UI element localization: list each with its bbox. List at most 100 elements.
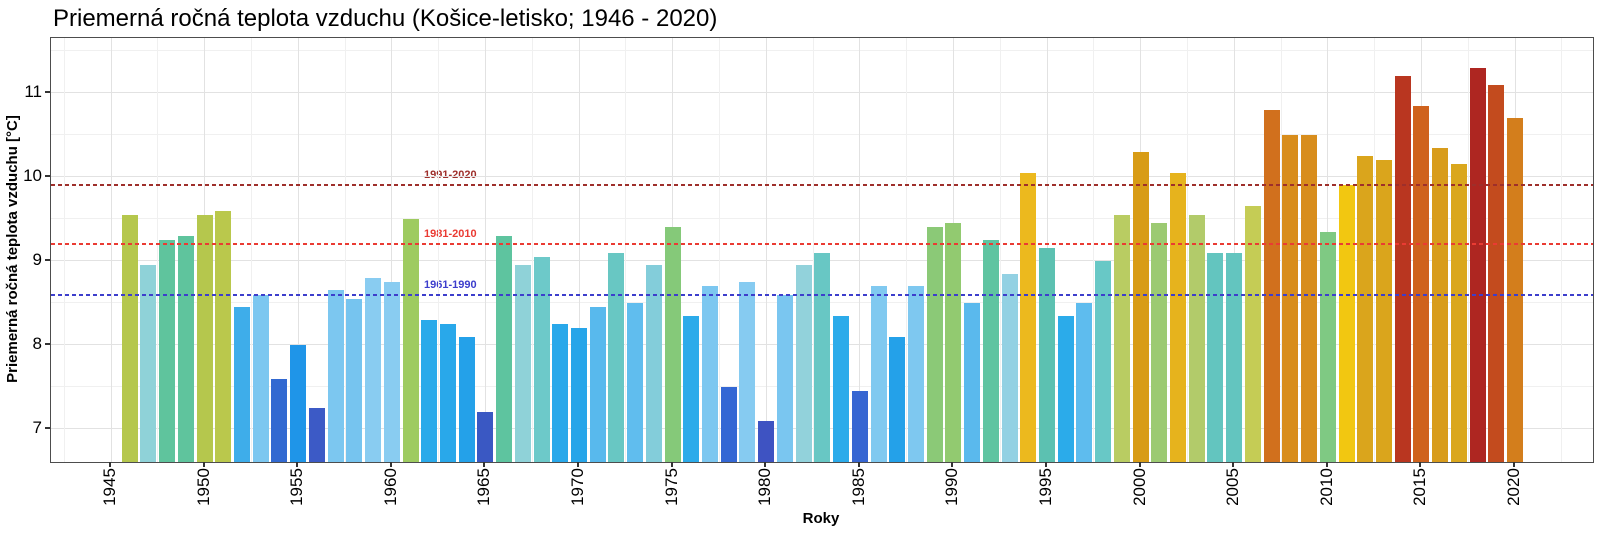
bar-2008	[1282, 135, 1299, 462]
x-tick	[389, 462, 392, 467]
x-tick-label-2000: 2000	[1129, 468, 1149, 506]
gridline-x-minor	[157, 38, 159, 462]
bar-1961	[402, 219, 419, 462]
x-tick-label-2015: 2015	[1410, 468, 1430, 506]
x-tick	[1045, 462, 1047, 467]
gridline-x-minor	[999, 38, 1001, 462]
bar-1974	[645, 265, 662, 462]
bar-1993	[1001, 273, 1018, 462]
bar-1965	[477, 412, 494, 462]
x-tick-label-1945: 1945	[100, 468, 119, 506]
bar-2014	[1394, 76, 1411, 462]
bar-1949	[177, 235, 194, 462]
bar-1968	[533, 256, 550, 462]
bar-2003	[1188, 214, 1205, 462]
bar-1953	[252, 294, 269, 462]
gridline-x-minor	[906, 38, 908, 462]
bar-1954	[271, 378, 288, 462]
x-tick	[1138, 462, 1141, 467]
x-tick-label-1970: 1970	[568, 468, 587, 506]
gridline-x-major	[765, 38, 767, 462]
y-tick	[45, 258, 50, 261]
bar-1973	[627, 303, 644, 462]
bar-2013	[1375, 160, 1392, 462]
bar-2001	[1151, 223, 1168, 462]
x-tick	[1513, 462, 1515, 467]
bar-1951	[215, 210, 232, 462]
bar-1985	[851, 391, 868, 462]
bar-1975	[664, 227, 681, 462]
bar-1979	[739, 282, 756, 462]
x-tick-label-1960: 1960	[380, 468, 400, 506]
x-tick-label-1990: 1990	[942, 468, 962, 506]
x-tick	[764, 462, 767, 467]
gridline-x-minor	[1280, 38, 1282, 462]
bar-1983	[814, 252, 831, 462]
bar-1957	[327, 290, 344, 462]
bar-1958	[346, 298, 363, 462]
gridline-x-minor	[625, 38, 627, 462]
bar-2012	[1357, 156, 1374, 462]
bar-1997	[1076, 303, 1093, 462]
bar-1996	[1057, 315, 1074, 462]
bar-1960	[383, 282, 400, 462]
x-axis-title: Roky	[802, 510, 840, 527]
gridline-x-minor	[718, 38, 720, 462]
gridline-x-minor	[63, 38, 65, 462]
x-tick-label-2010: 2010	[1316, 468, 1336, 506]
refline-1991-2020	[51, 184, 1593, 187]
gridline-x-minor	[1467, 38, 1469, 462]
bar-1956	[308, 408, 325, 462]
x-tick	[951, 462, 954, 467]
bar-1982	[795, 265, 812, 462]
y-tick-label-11: 11	[24, 81, 42, 101]
bar-2018	[1469, 67, 1486, 462]
bar-1962	[421, 319, 438, 462]
refline-1981-2010	[51, 243, 1593, 246]
gridline-x-minor	[1374, 38, 1376, 462]
bar-1991	[964, 303, 981, 462]
bar-2007	[1263, 109, 1280, 462]
bar-2002	[1170, 172, 1187, 462]
gridline-y-major	[51, 92, 1593, 94]
x-tick	[857, 462, 860, 467]
gridline-x-minor	[812, 38, 814, 462]
gridline-x-minor	[531, 38, 533, 462]
y-tick	[45, 90, 50, 93]
bar-1976	[683, 315, 700, 462]
y-tick-label-10: 10	[23, 165, 42, 185]
bar-1990	[945, 223, 962, 462]
x-tick-label-1955: 1955	[287, 468, 307, 506]
bar-1994	[1020, 172, 1037, 462]
bar-2016	[1432, 147, 1449, 462]
bar-1987	[889, 336, 906, 462]
bar-1978	[720, 387, 737, 462]
bar-2011	[1338, 185, 1355, 462]
bar-1969	[552, 324, 569, 462]
bar-1964	[458, 336, 475, 462]
gridline-y-minor	[51, 134, 1593, 136]
gridline-x-minor	[1093, 38, 1095, 462]
bar-2005	[1226, 252, 1243, 462]
x-tick	[1232, 462, 1235, 467]
gridline-y-minor	[51, 50, 1593, 52]
bar-1980	[758, 420, 775, 462]
gridline-x-minor	[1561, 38, 1563, 462]
bar-1946	[121, 214, 138, 462]
bar-2000	[1132, 151, 1149, 462]
gridline-x-minor	[1186, 38, 1188, 462]
y-tick-label-8: 8	[32, 333, 42, 353]
bar-1988	[907, 286, 924, 462]
x-tick-label-2020: 2020	[1504, 468, 1523, 506]
x-tick-label-1980: 1980	[755, 468, 775, 506]
bar-1948	[159, 240, 176, 462]
bar-2004	[1207, 252, 1224, 462]
bar-1966	[496, 235, 513, 462]
x-tick-label-1950: 1950	[193, 468, 213, 506]
bar-2019	[1488, 84, 1505, 462]
x-tick-label-1995: 1995	[1036, 468, 1055, 506]
x-tick	[1419, 462, 1422, 467]
bar-2009	[1301, 135, 1318, 462]
bar-1963	[439, 324, 456, 462]
